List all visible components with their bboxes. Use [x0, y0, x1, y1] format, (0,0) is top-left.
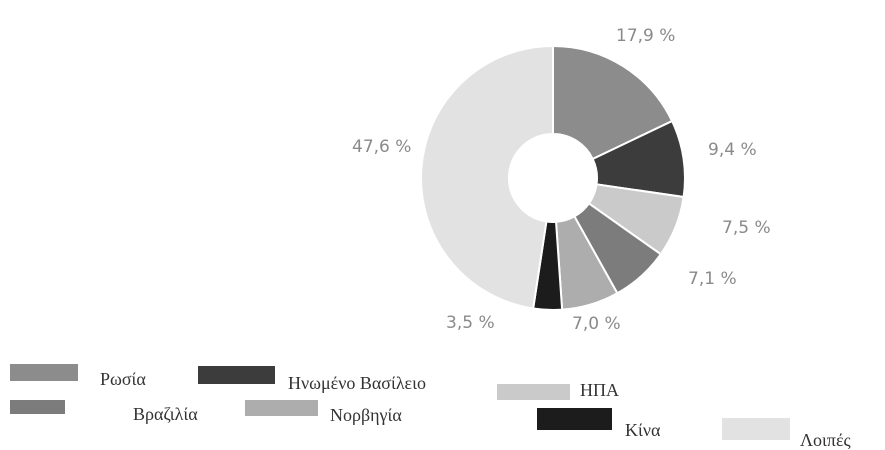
- legend-swatch: [198, 366, 275, 384]
- data-label: 7,1 %: [688, 269, 737, 289]
- legend-swatch: [497, 384, 570, 400]
- legend-label: Κίνα: [625, 420, 661, 440]
- data-label: 9,4 %: [708, 140, 757, 160]
- donut-slice: [552, 44, 674, 161]
- data-label: 17,9 %: [616, 26, 675, 46]
- data-label: 3,5 %: [446, 313, 495, 333]
- donut-slice: [420, 44, 554, 310]
- legend-swatch: [722, 418, 790, 440]
- legend-label: ΗΠΑ: [580, 380, 619, 400]
- legend-label: Ηνωμένο Βασίλειο: [288, 373, 426, 393]
- legend-swatch: [537, 408, 612, 430]
- legend-label: Λοιπές: [800, 430, 851, 450]
- legend-label: Νορβηγία: [330, 405, 402, 425]
- data-label: 7,5 %: [722, 218, 771, 238]
- legend-label: Βραζιλία: [133, 404, 198, 424]
- legend-swatch: [10, 364, 78, 381]
- data-label: 7,0 %: [572, 314, 621, 334]
- legend-swatch: [10, 400, 65, 414]
- data-label: 47,6 %: [352, 137, 411, 157]
- legend-label: Ρωσία: [100, 369, 146, 389]
- legend-swatch: [245, 400, 318, 416]
